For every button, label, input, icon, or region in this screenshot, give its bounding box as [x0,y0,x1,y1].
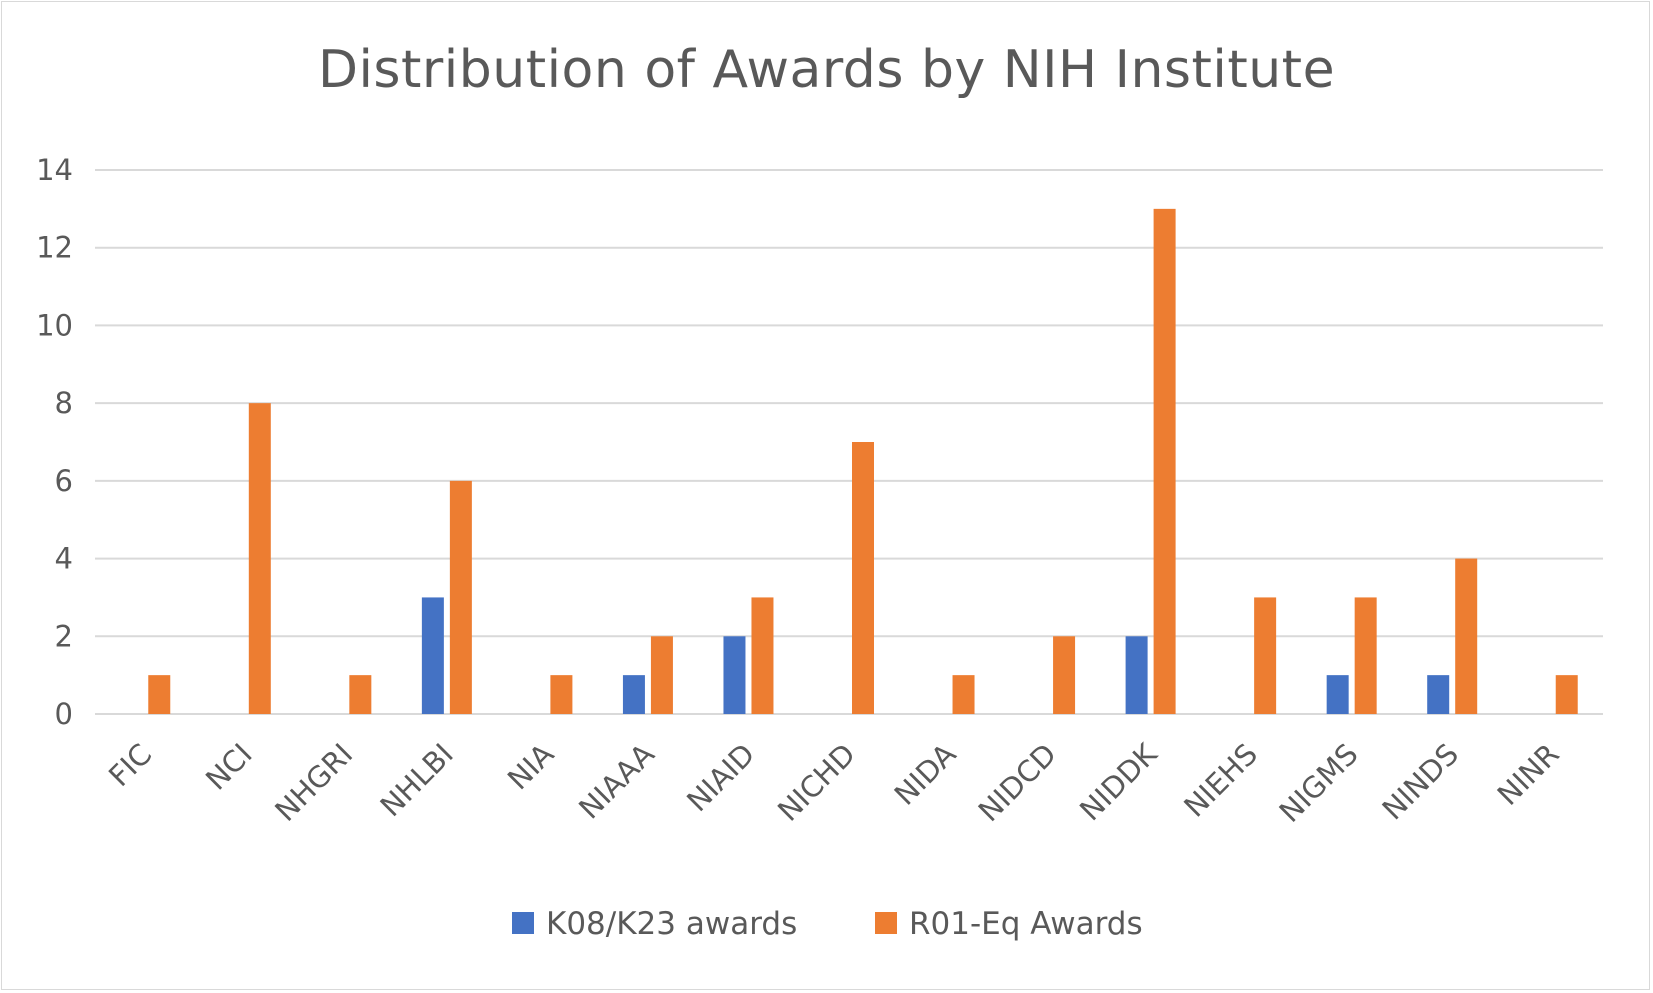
bar-niehs-series-2 [1254,597,1277,714]
x-tick-label: NINDS [1376,737,1466,827]
x-tick-label: NIDDK [1073,736,1164,827]
chart-title: Distribution of Awards by NIH Institute [317,40,1336,100]
y-tick-label: 12 [36,231,73,265]
bars [148,208,1578,714]
bar-nhlbi-series-1 [421,597,444,714]
bar-ninr-series-2 [1555,675,1578,714]
x-tick-label: NINR [1491,737,1566,812]
bar-nidcd-series-2 [1053,636,1076,714]
x-tick-label: NIGMS [1273,737,1365,829]
bar-nigms-series-2 [1354,597,1377,714]
x-axis-ticks: FIC NCI NHGRI NHLBI NIA NIAAA NIAID NICHD NIDA NI… [102,736,1566,829]
x-tick-label: NIAID [680,737,761,818]
x-tick-label: NIEHS [1177,737,1264,824]
x-tick-label: NIAAA [572,737,661,826]
bar-nigms-series-1 [1326,675,1349,714]
legend: K08/K23 awards R01-Eq Awards [512,906,1143,942]
x-tick-label: NIDCD [972,737,1063,828]
legend-swatch-1 [512,912,534,934]
bar-fic-series-2 [148,675,171,714]
legend-label-2: R01-Eq Awards [909,906,1143,942]
x-tick-label: FIC [102,737,158,793]
x-tick-label: NHLBI [373,737,459,823]
x-tick-label: NIA [501,737,561,797]
bar-niaid-series-2 [751,597,774,714]
y-tick-label: 0 [55,697,73,731]
y-tick-label: 8 [55,386,73,420]
bar-niaaa-series-2 [650,636,673,714]
bar-niddk-series-1 [1125,636,1148,714]
y-tick-label: 6 [55,464,73,498]
bar-niddk-series-2 [1153,208,1176,714]
x-tick-label: NICHD [771,737,862,828]
gridlines [95,169,1603,715]
y-tick-label: 14 [36,153,73,187]
bar-ninds-series-2 [1455,558,1478,714]
x-tick-label: NIDA [888,737,963,812]
legend-swatch-2 [875,912,897,934]
y-axis-ticks: 0 2 4 6 8 10 12 14 [36,153,73,731]
bar-niaaa-series-1 [622,675,645,714]
x-tick-label: NHGRI [268,737,359,828]
bar-nia-series-2 [550,675,573,714]
y-tick-label: 2 [55,619,73,653]
y-tick-label: 4 [55,542,73,576]
bar-nichd-series-2 [852,442,874,714]
bar-nhgri-series-2 [349,675,372,714]
y-tick-label: 10 [36,308,73,342]
bar-nci-series-2 [248,403,271,714]
bar-ninds-series-1 [1427,675,1450,714]
bar-nida-series-2 [952,675,975,714]
bar-nhlbi-series-2 [449,480,472,714]
bar-niaid-series-1 [723,636,746,714]
legend-label-1: K08/K23 awards [546,906,797,942]
x-tick-label: NCI [199,737,259,797]
